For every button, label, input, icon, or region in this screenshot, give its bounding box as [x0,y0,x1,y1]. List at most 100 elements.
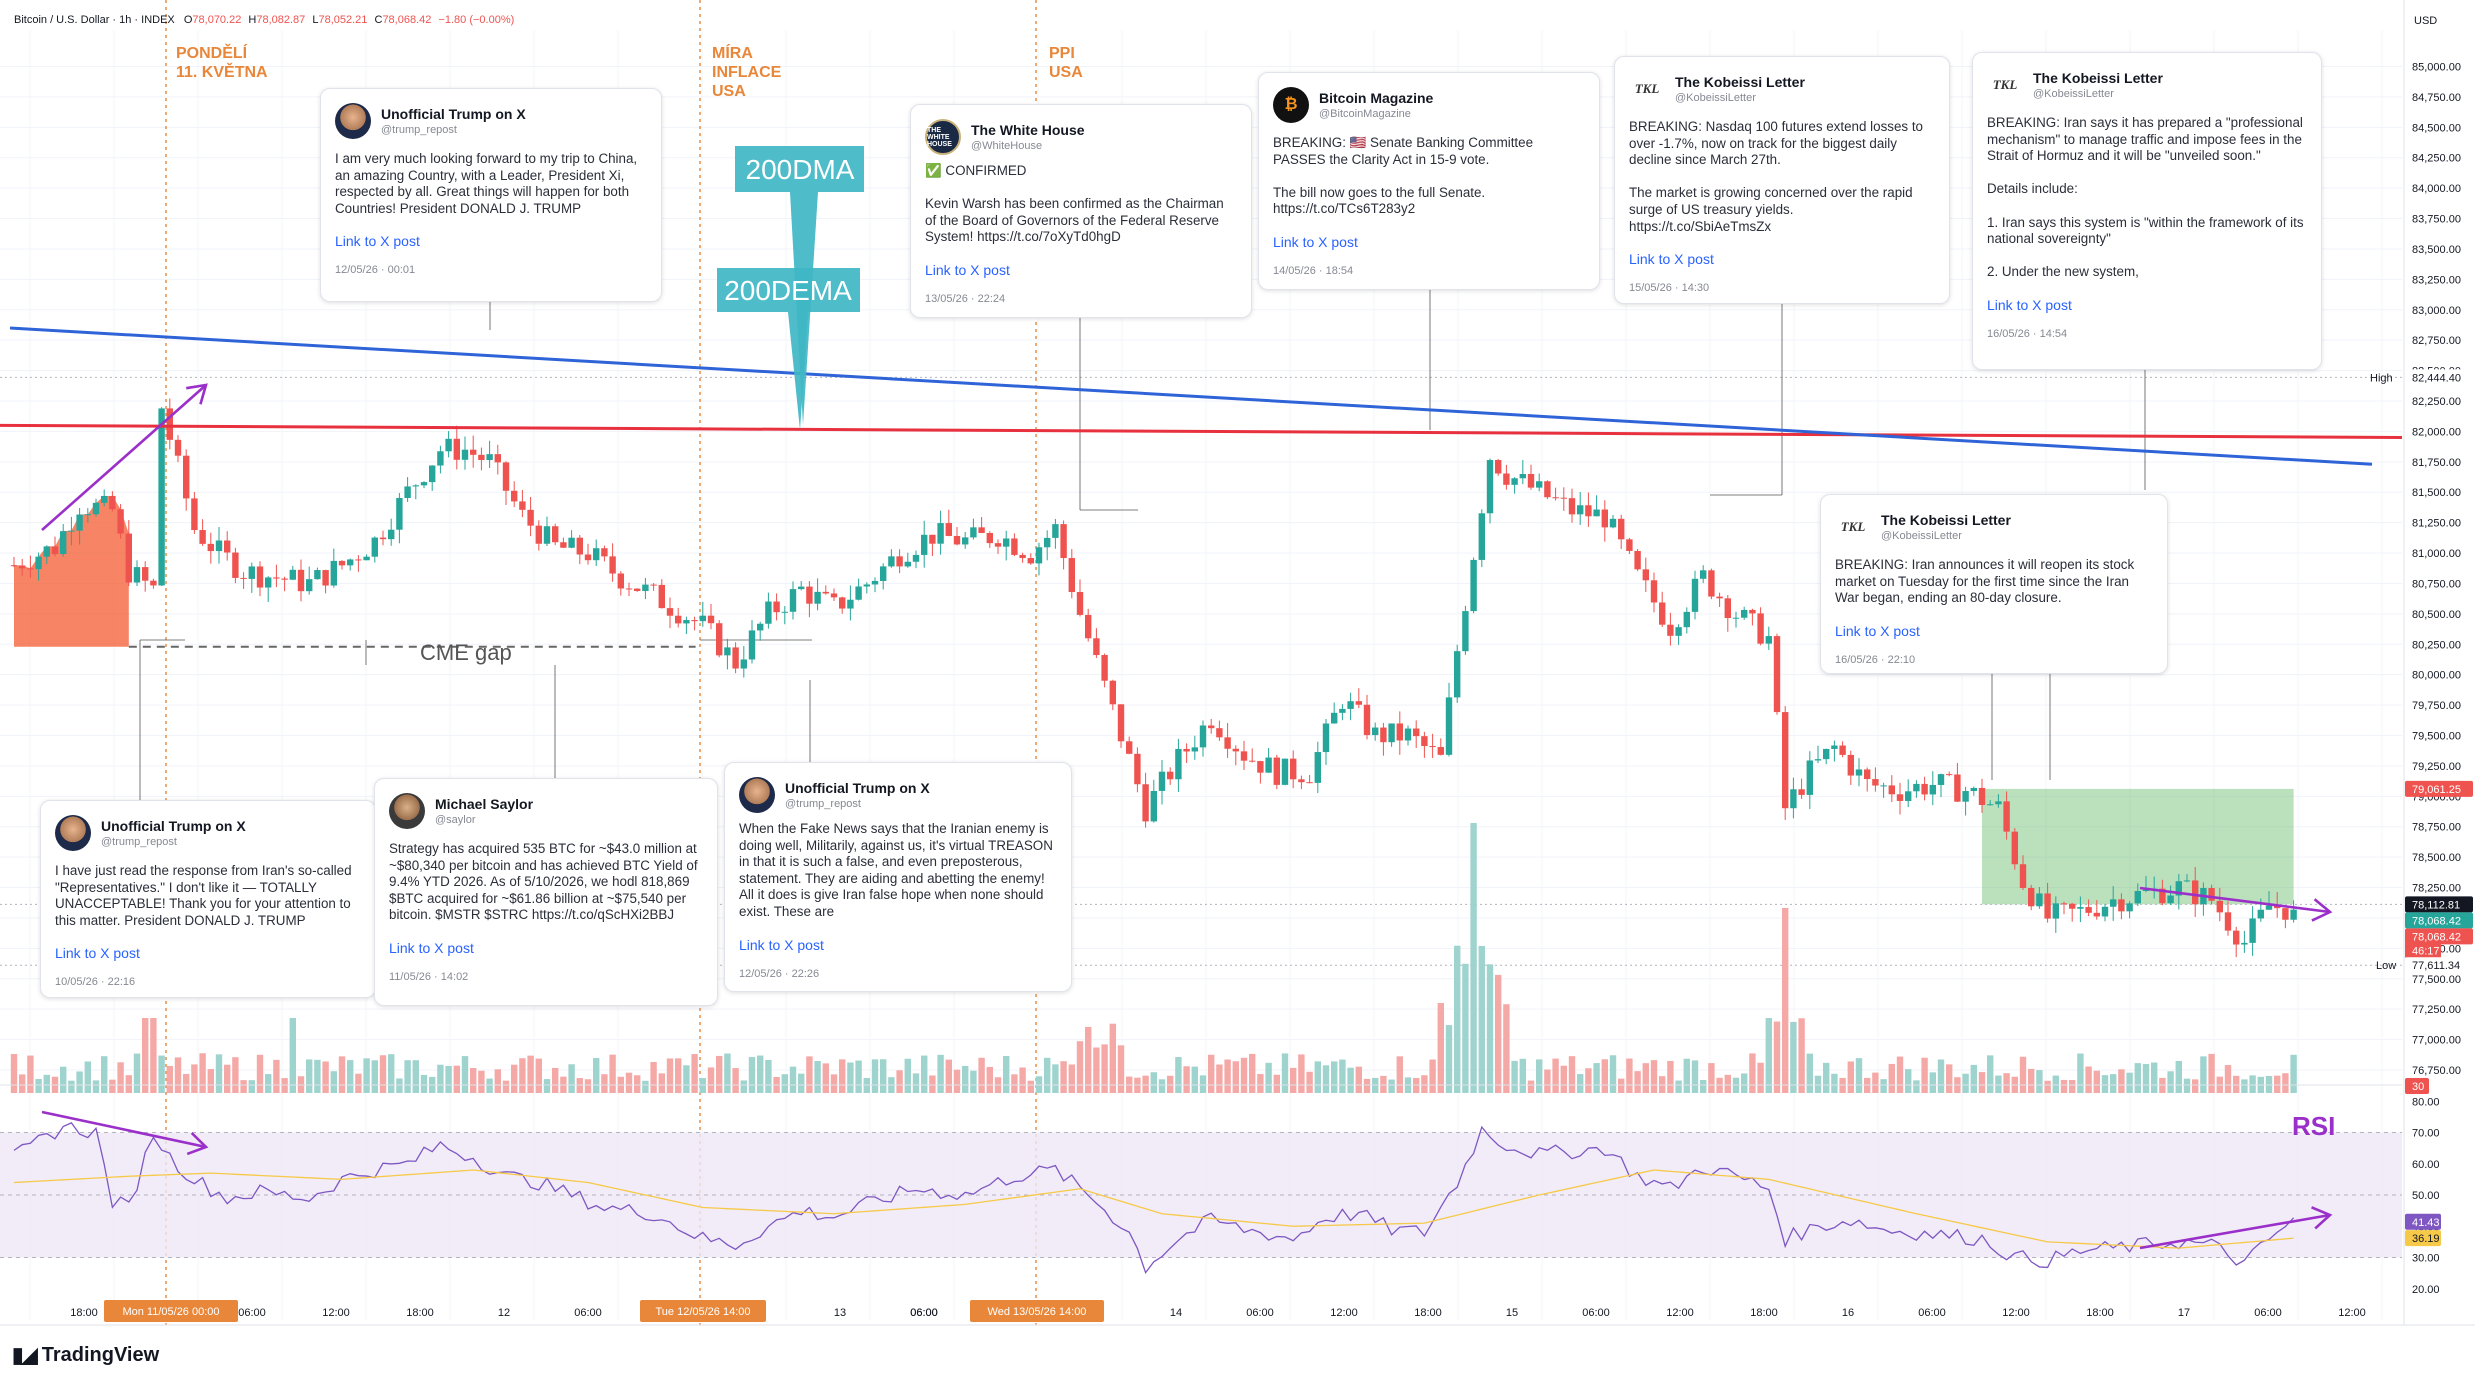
volume-bar [970,1070,977,1093]
candle-body [486,454,493,461]
tweet-link[interactable]: Link to X post [739,936,824,953]
volume-bar [1585,1068,1592,1093]
candle-body [1240,751,1248,761]
candle-body [1093,638,1100,656]
volume-badge-text: 30 [2412,1081,2424,1093]
candle-body [19,565,26,569]
candle-body [2241,942,2248,945]
rsi-axis-tick: 80.00 [2412,1096,2440,1108]
volume-bar [1577,1074,1584,1093]
y-axis-tick: 82,750.00 [2412,335,2461,347]
candle-body [2019,864,2027,888]
tweet-text: BREAKING: Nasdaq 100 futures extend loss… [1629,119,1924,234]
volume-bar [1987,1055,1994,1093]
rsi-badge [2405,1213,2441,1230]
volume-bar [1683,1058,1690,1093]
volume-bar [1978,1072,1986,1093]
annotations-front [41,383,2333,1250]
candle-body [1716,596,1723,599]
candle-body [1683,611,1690,628]
candle-body [1814,759,1822,761]
y-axis-tick: 79,250.00 [2412,761,2461,773]
tweet-link[interactable]: Link to X post [389,939,474,956]
high-badge-text: 82,444.40 [2412,372,2461,384]
volume-bar [1765,1018,1772,1093]
volume-bar [1806,1053,1813,1093]
tweet-link[interactable]: Link to X post [1987,296,2072,313]
price-badge-4-text: 78,068.42 [2412,931,2461,943]
low-badge [2405,957,2473,974]
svg-text:200DMA: 200DMA [746,154,855,185]
candle-body [1273,757,1280,785]
x-axis-tick: 16 [1842,1307,1854,1319]
tradingview-logo[interactable]: ▮◢ TradingView [12,1343,159,1368]
candle-body [445,438,452,452]
volume-bar [1970,1064,1977,1093]
volume-bar [1896,1056,1904,1093]
candle-body [1158,771,1166,791]
y-axis-tick: 81,500.00 [2412,487,2461,499]
candle-body [1790,789,1797,809]
candle-body [937,523,944,544]
candle-body [1773,636,1781,713]
candle-body [724,647,731,656]
candle-body [240,577,247,579]
candle-body [1995,801,2002,805]
candle-body [1232,748,1239,752]
candle-body [953,535,961,545]
tweet-link[interactable]: Link to X post [925,261,1010,278]
tweet-link[interactable]: Link to X post [1273,233,1358,250]
volume-bar [1626,1058,1633,1093]
volume-bar [1462,963,1469,1093]
volume-bar [248,1080,255,1093]
low-badge-text: 77,611.34 [2412,960,2460,972]
volume-bar [543,1079,551,1093]
candle-body [2208,888,2215,901]
tweet-handle: @BitcoinMagazine [1319,107,1411,120]
rsi-label: RSI [2292,1111,2335,1141]
tweet-link[interactable]: Link to X post [55,945,140,962]
volume-bar [830,1074,838,1093]
volume-bar [552,1067,559,1093]
volume-bar [1240,1057,1248,1093]
volume-bar [371,1060,378,1093]
candle-body [1593,509,1600,517]
rsi-axis-tick: 30.00 [2412,1253,2440,1265]
volume-bar [76,1071,83,1093]
volume-bar [683,1065,690,1093]
x-axis-tick: 13 [834,1307,846,1319]
candle-body [1199,725,1207,748]
tweet-text: I am very much looking forward to my tri… [335,151,638,216]
x-axis-badge-text: Wed 13/05/26 14:00 [988,1306,1087,1318]
tweet-link[interactable]: Link to X post [1629,251,1714,268]
volume-bar [625,1072,633,1093]
volume-bar [2134,1063,2141,1093]
candle-body [921,534,928,555]
tweet-link[interactable]: Link to X post [335,233,420,250]
candle-body [2192,880,2199,905]
rsi-line [13,1122,2295,1275]
volume-bar [2019,1056,2027,1093]
candle-body [896,556,903,567]
tweet-author: The Kobeissi Letter [2033,69,2163,86]
volume-bar [2241,1079,2248,1093]
volume-bar [986,1066,993,1093]
arrow-rsi-down [41,1110,207,1149]
candle-body [1527,473,1535,488]
volume-bar [691,1054,698,1093]
volume-bar [2167,1071,2174,1093]
volume-bar [338,1056,346,1093]
volume-bar [658,1073,665,1093]
volume-bar [1888,1063,1895,1093]
candle-body [1290,758,1297,780]
tweet-link[interactable]: Link to X post [1835,622,1920,639]
volume-bar [2290,1054,2297,1093]
volume-bar [27,1055,34,1093]
candle-body [174,439,182,456]
candle-body [2011,831,2018,865]
candle-body [1372,727,1379,736]
candle-body [2134,890,2141,904]
candle-body [2274,905,2281,909]
tweet-author: Bitcoin Magazine [1319,89,1434,106]
tweet-date: 13/05/26 · 22:24 [925,292,1006,305]
